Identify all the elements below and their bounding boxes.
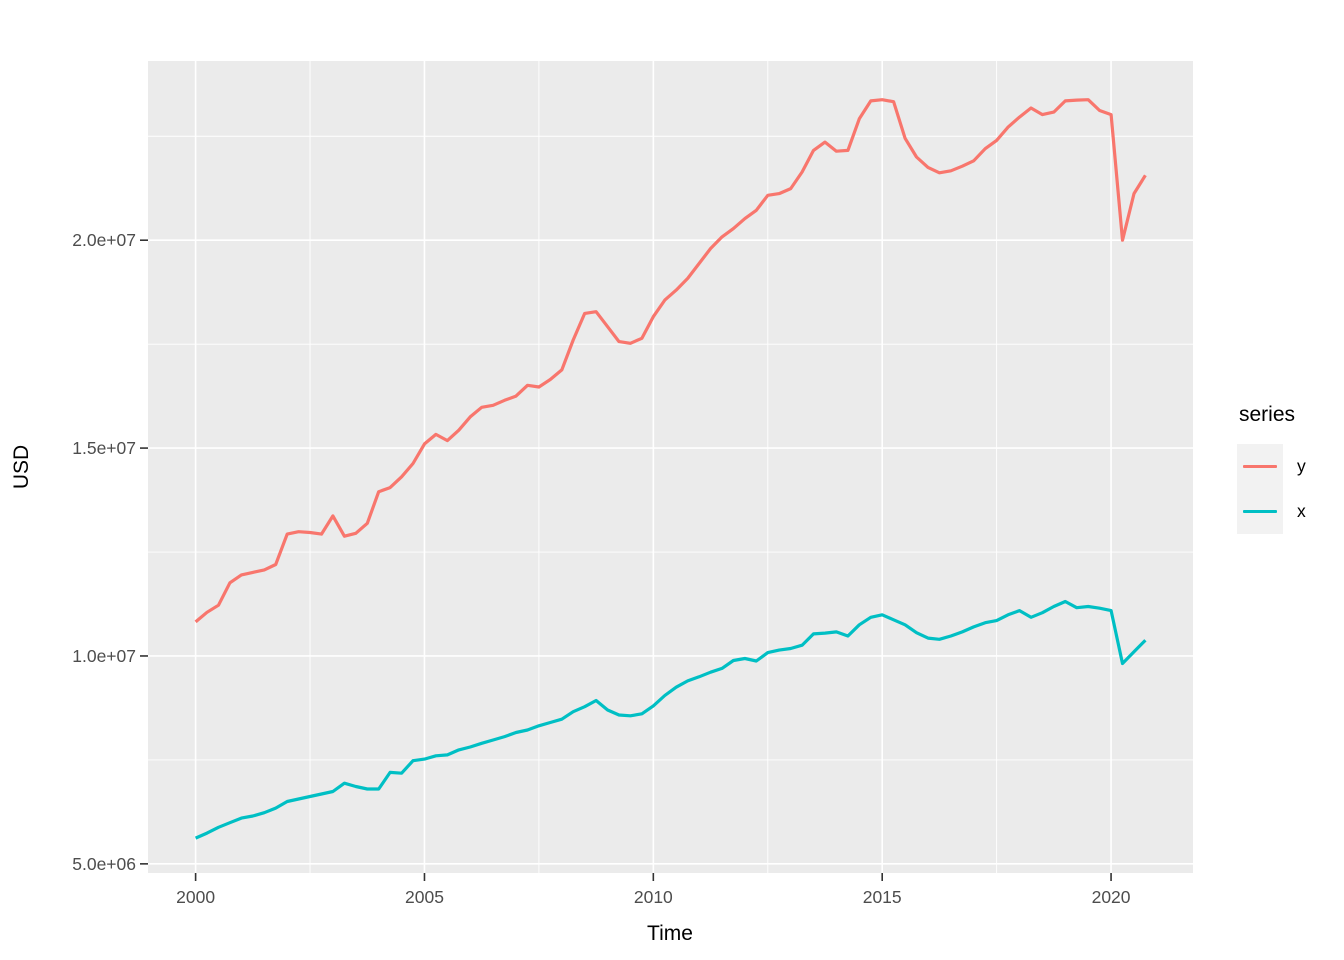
x-tick-label: 2010 bbox=[634, 887, 673, 907]
legend-swatch-y bbox=[1243, 464, 1277, 469]
x-tick-label: 2000 bbox=[176, 887, 215, 907]
y-tick-label: 2.0e+07 bbox=[72, 230, 136, 250]
y-axis-title: USD bbox=[10, 445, 33, 489]
legend-key-x bbox=[1237, 489, 1283, 534]
axes: 2000 2005 2010 2015 2020 5.0e+06 1.0e+07 1.5e+0… bbox=[72, 230, 1131, 907]
y-tick-label: 1.5e+07 bbox=[72, 438, 136, 458]
panel-background bbox=[148, 61, 1193, 873]
x-tick-label: 2015 bbox=[863, 887, 902, 907]
gridlines bbox=[148, 61, 1193, 873]
x-tick-label: 2005 bbox=[405, 887, 444, 907]
legend-item-y: y bbox=[1237, 444, 1306, 489]
legend-label-x: x bbox=[1297, 501, 1306, 521]
legend-key-y bbox=[1237, 444, 1283, 489]
legend-title: series bbox=[1239, 403, 1296, 426]
y-tick-label: 5.0e+06 bbox=[72, 854, 136, 874]
legend-swatch-x bbox=[1243, 509, 1277, 514]
plot-panel bbox=[148, 61, 1193, 873]
y-tick-label: 1.0e+07 bbox=[72, 646, 136, 666]
series-lines bbox=[194, 98, 1147, 840]
x-axis-title: Time bbox=[647, 922, 693, 945]
x-tick-label: 2020 bbox=[1092, 887, 1131, 907]
legend-label-y: y bbox=[1297, 456, 1306, 476]
legend-item-x: x bbox=[1237, 489, 1306, 534]
series-line-y bbox=[194, 98, 1147, 624]
series-line-x bbox=[194, 599, 1147, 840]
